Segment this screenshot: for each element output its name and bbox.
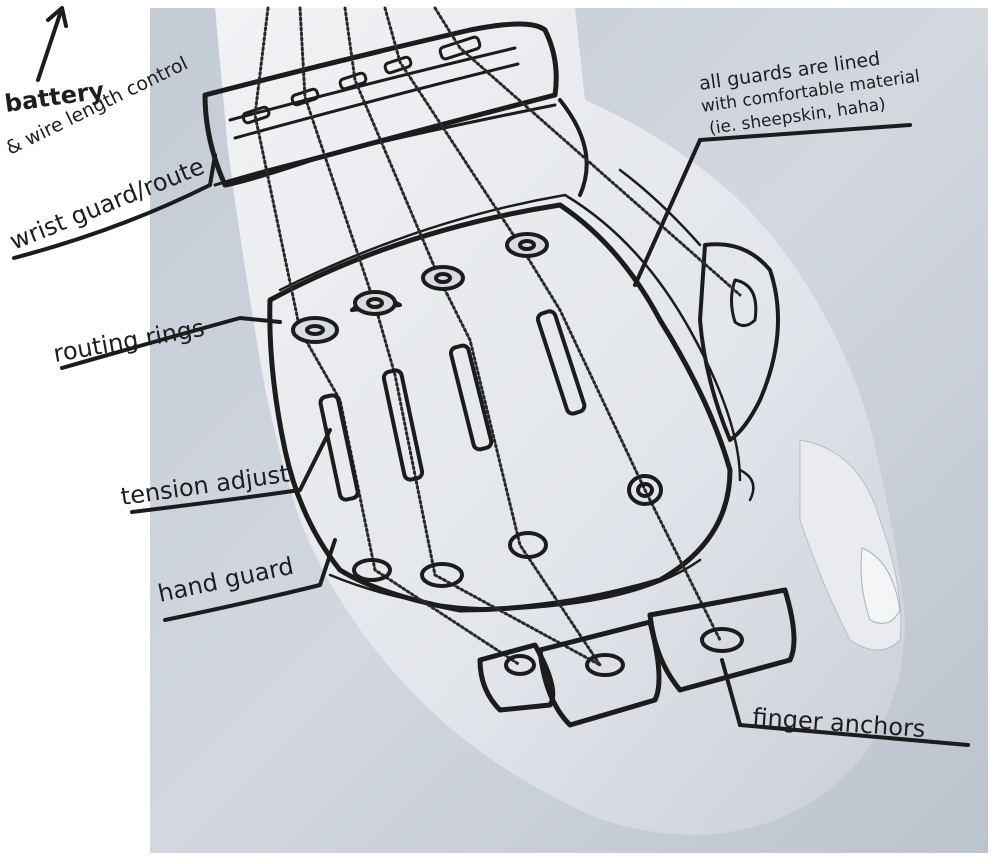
tension-adjusters xyxy=(318,309,587,502)
wrist-guard-slot-strip-lower xyxy=(233,62,520,140)
hand-silhouette xyxy=(215,8,905,835)
routing-rings xyxy=(291,232,549,344)
thumb-side-buckle xyxy=(730,278,758,327)
wrist-strap-connector xyxy=(558,98,589,197)
hand-guard xyxy=(267,202,733,613)
annotation-leaders xyxy=(12,6,970,747)
thumbnail xyxy=(860,547,901,624)
wrist-guard-lower-edge xyxy=(213,103,557,187)
hand-guard-bottom-lining xyxy=(328,558,702,610)
finger-anchors xyxy=(477,587,797,728)
hand-guard-outer-lining xyxy=(278,193,742,482)
knuckle-marks xyxy=(618,168,755,502)
wrist-guard xyxy=(202,21,559,188)
arrow-up-right-icon xyxy=(46,6,68,28)
control-wires xyxy=(253,6,742,667)
guard-lower-rings xyxy=(352,474,663,588)
finger-anchor-rings xyxy=(504,627,744,677)
battery-arrow-shaft xyxy=(36,6,64,82)
wrist-slots xyxy=(241,35,482,125)
thumb-side-guard xyxy=(698,242,780,442)
